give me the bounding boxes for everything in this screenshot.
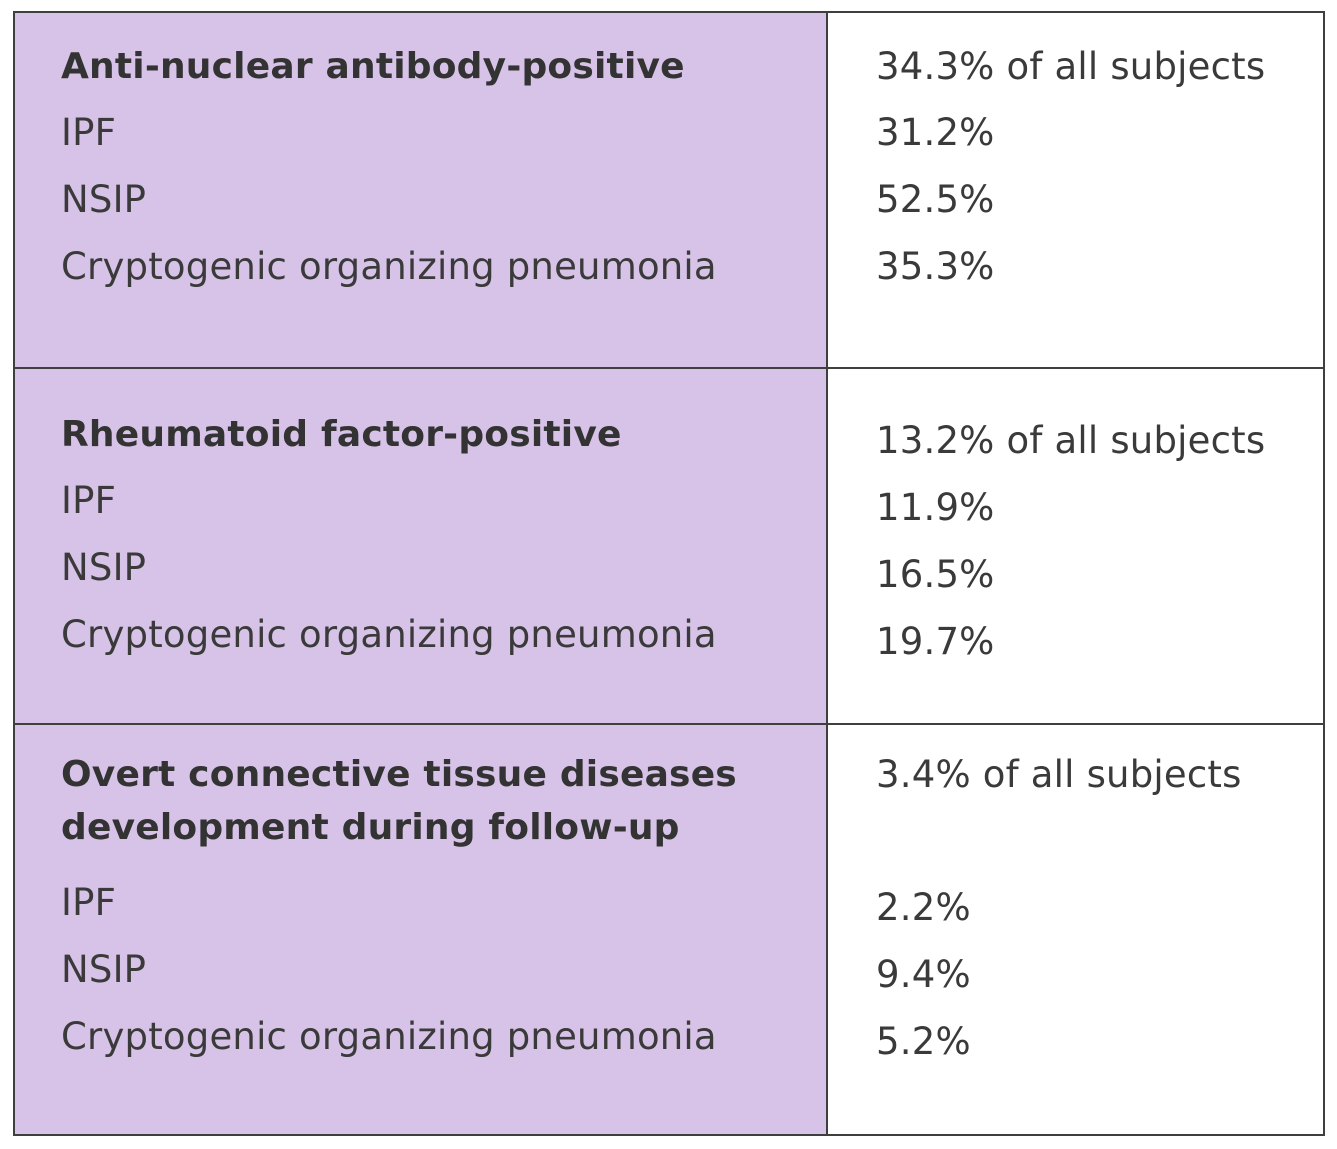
section-2-row-2-value: 16.5% (876, 553, 995, 596)
section-1-heading: Anti-nuclear antibody-positive (61, 46, 685, 87)
section-3-labels: Overt connective tissue diseases develop… (15, 725, 828, 1134)
section-2-summary: 13.2% of all subjects (876, 419, 1266, 462)
section-3-row-3-value: 5.2% (876, 1020, 971, 1063)
section-2-labels: Rheumatoid factor-positive IPF NSIP Cryp… (15, 369, 828, 725)
section-1-row-1-label: IPF (61, 111, 117, 154)
section-3-row-2-label: NSIP (61, 948, 147, 991)
section-3-values: 3.4% of all subjects 2.2% 9.4% 5.2% (828, 725, 1323, 1134)
section-3-row-1-value: 2.2% (876, 886, 971, 929)
section-1-labels: Anti-nuclear antibody-positive IPF NSIP … (15, 13, 828, 369)
section-2-row-3-label: Cryptogenic organizing pneumonia (61, 613, 717, 656)
section-1-row-2-label: NSIP (61, 178, 147, 221)
section-1-row-3-value: 35.3% (876, 245, 995, 288)
section-1-summary: 34.3% of all subjects (876, 45, 1266, 88)
section-1-row-2-value: 52.5% (876, 178, 995, 221)
section-2-heading: Rheumatoid factor-positive (61, 414, 622, 455)
section-2-row-2-label: NSIP (61, 546, 147, 589)
section-3-row-1-label: IPF (61, 881, 117, 924)
section-3-row-3-label: Cryptogenic organizing pneumonia (61, 1015, 717, 1058)
section-3-summary: 3.4% of all subjects (876, 753, 1242, 796)
section-2-row-3-value: 19.7% (876, 620, 995, 663)
section-2-row-1-label: IPF (61, 479, 117, 522)
section-2-values: 13.2% of all subjects 11.9% 16.5% 19.7% (828, 369, 1323, 725)
ctd-autoantibody-table: Anti-nuclear antibody-positive IPF NSIP … (13, 11, 1325, 1136)
section-2-row-1-value: 11.9% (876, 486, 995, 529)
section-3-row-2-value: 9.4% (876, 953, 971, 996)
section-3-heading-line-1: Overt connective tissue diseases (61, 754, 737, 795)
section-3-heading-line-2: development during follow-up (61, 807, 680, 848)
section-1-row-1-value: 31.2% (876, 111, 995, 154)
section-1-row-3-label: Cryptogenic organizing pneumonia (61, 245, 717, 288)
section-1-values: 34.3% of all subjects 31.2% 52.5% 35.3% (828, 13, 1323, 369)
